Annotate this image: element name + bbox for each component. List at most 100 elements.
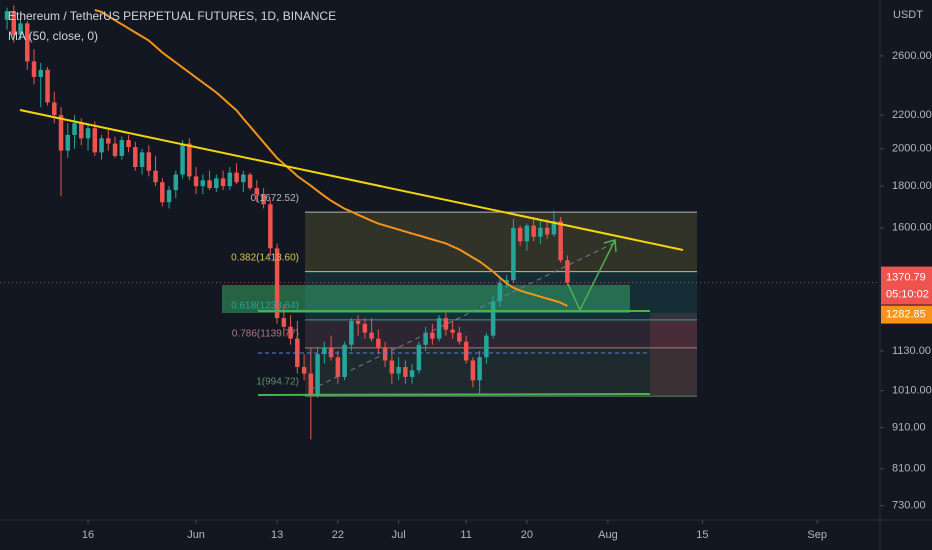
candle-body	[220, 178, 226, 187]
symbol-title: Ethereum / TetherUS PERPETUAL FUTURES, 1…	[8, 9, 336, 23]
x-tick-label: 11	[460, 529, 471, 541]
y-tick-label: 2000.00	[892, 143, 932, 155]
x-tick-label: 15	[696, 529, 708, 541]
candle-body	[85, 128, 91, 139]
candle-body	[153, 170, 158, 183]
candle-body	[544, 227, 550, 235]
candle-body	[362, 323, 368, 333]
candle-body	[52, 102, 57, 116]
candle-body	[99, 138, 104, 153]
candle-body	[436, 318, 442, 339]
candle-body	[112, 143, 118, 156]
candle-body	[166, 190, 172, 203]
candle-body	[72, 123, 77, 135]
candle-body	[180, 143, 185, 175]
y-tick-label: 810.00	[892, 463, 926, 475]
candle-body	[45, 69, 50, 103]
y-tick-label: 1010.00	[892, 385, 932, 397]
candle-body	[254, 188, 260, 195]
fib-label: 0.382(1413.60)	[231, 252, 299, 263]
y-tick-label: 1800.00	[892, 180, 932, 192]
candle-body	[463, 341, 469, 361]
ma-value: 1282.85	[886, 308, 926, 320]
candle-body	[409, 370, 415, 377]
candle-body	[369, 332, 374, 339]
candle-body	[106, 138, 111, 144]
x-tick-label: Jun	[187, 529, 205, 541]
y-tick-label: 1130.00	[892, 345, 931, 357]
y-tick-label: 910.00	[892, 422, 926, 434]
candle-body	[119, 140, 125, 156]
channel-line	[309, 243, 613, 391]
x-tick-label: 22	[332, 529, 344, 541]
candle-body	[396, 366, 401, 374]
y-tick-label: 1600.00	[892, 222, 932, 234]
drawings-front: 0(1672.52) 0.382(1413.60) 0.618(1233.64) 0.…	[19, 109, 684, 396]
candle-body	[133, 147, 138, 167]
candle-body	[187, 143, 192, 177]
candle-body	[274, 248, 280, 319]
x-tick-label: Sep	[807, 529, 827, 541]
x-tick-label: Aug	[598, 529, 618, 541]
candle-body	[355, 320, 361, 324]
candle-body	[322, 347, 327, 355]
candle-body	[139, 152, 145, 167]
candle-body	[423, 332, 428, 345]
candle-body	[558, 221, 563, 261]
candle-body	[349, 320, 354, 345]
candle-body	[11, 11, 17, 35]
y-tick-label: 2200.00	[892, 109, 932, 121]
ma-tag	[881, 305, 932, 324]
candle-body	[443, 318, 449, 330]
last-price: 1370.79	[886, 271, 926, 283]
candle-body	[18, 23, 23, 35]
candle-body	[79, 123, 84, 139]
fib-band	[305, 347, 697, 397]
candle-body	[517, 227, 523, 242]
x-tick-label: 20	[521, 529, 533, 541]
x-tick-label: 13	[271, 529, 283, 541]
candle-body	[335, 357, 341, 377]
candle-body	[477, 357, 482, 381]
candle-body	[25, 23, 30, 62]
candle-body	[430, 332, 435, 339]
projection-arrow	[567, 239, 616, 312]
candle-body	[92, 128, 98, 153]
candle-body	[511, 227, 516, 281]
fib-label: 0.618(1233.64)	[231, 301, 299, 312]
candle-body	[315, 354, 320, 395]
indicator-legend: MA (50, close, 0)	[8, 29, 98, 43]
candle-body	[281, 318, 287, 327]
range-bottom-line	[257, 393, 651, 396]
candle-body	[288, 326, 293, 339]
y-tick-label: 730.00	[892, 500, 926, 512]
candle-body	[207, 180, 212, 189]
candle-body	[214, 178, 219, 189]
countdown: 05:10:02	[886, 288, 929, 300]
candle-body	[268, 204, 273, 249]
candle-body	[31, 61, 37, 77]
candle-body	[389, 360, 395, 374]
candle-body	[160, 182, 165, 203]
candle-body	[484, 335, 489, 358]
candle-body	[450, 329, 455, 333]
trendline	[19, 109, 684, 251]
candle-body	[241, 174, 246, 183]
candle-body	[524, 225, 530, 242]
candle-body	[538, 227, 543, 237]
drawings-mid	[0, 5, 880, 440]
candle-body	[146, 152, 152, 171]
candle-body	[261, 194, 266, 205]
candle-body	[38, 69, 44, 77]
candle-body	[457, 332, 462, 342]
candle-body	[193, 176, 199, 187]
currency: USDT	[893, 9, 923, 21]
candle-body	[497, 282, 503, 302]
candle-body	[531, 225, 536, 237]
candle-body	[227, 172, 233, 187]
moving-average	[94, 9, 568, 307]
candle-body	[551, 221, 557, 235]
candle-body	[470, 360, 476, 381]
